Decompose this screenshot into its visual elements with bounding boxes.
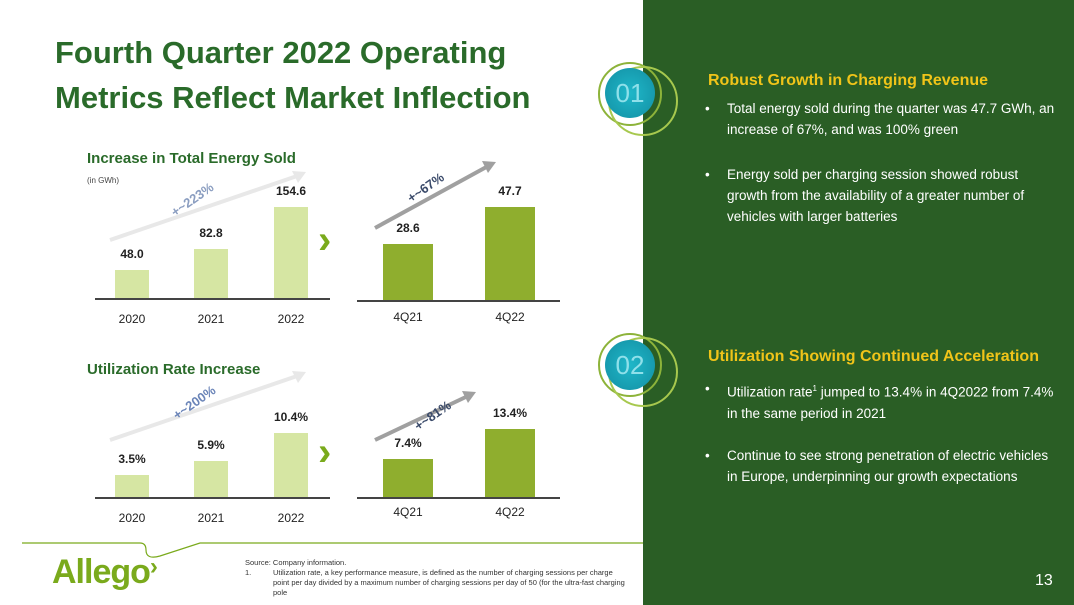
source-text: Source: Company information. [245, 558, 347, 567]
chart-title-energy: Increase in Total Energy Sold [87, 150, 296, 167]
highlights-panel [643, 0, 1074, 605]
bullet: Utilization rate1 jumped to 13.4% in 4Q2… [705, 378, 1060, 424]
category-label: 4Q22 [495, 505, 525, 519]
data-label: 28.6 [396, 221, 420, 236]
chart-title-utilization: Utilization Rate Increase [87, 361, 261, 378]
footnote: Source: Company information. 1. Utilizati… [245, 558, 625, 598]
section-badge-01: 01 [605, 68, 655, 118]
note-number: 1. [245, 568, 252, 577]
category-label: 4Q22 [495, 310, 525, 324]
growth-arrow [374, 391, 476, 442]
data-label: 48.0 [120, 246, 144, 261]
data-label: 13.4% [492, 406, 528, 421]
x-axis [95, 497, 330, 499]
chevron-right-icon: › [318, 218, 332, 262]
data-label: 3.5% [118, 452, 146, 467]
x-axis [357, 300, 560, 302]
section-heading-2: Utilization Showing Continued Accelerati… [708, 348, 1039, 365]
bar-2021 [194, 249, 228, 298]
data-label: 154.6 [275, 183, 307, 198]
growth-arrow [109, 171, 306, 242]
page-title: Fourth Quarter 2022 Operating Metrics Re… [55, 35, 531, 115]
bar-4Q22 [485, 429, 535, 497]
bar-2020 [115, 269, 149, 298]
category-label: 2022 [277, 511, 305, 525]
x-axis [357, 497, 560, 499]
category-label: 2021 [197, 312, 225, 326]
data-label: 5.9% [197, 437, 225, 452]
bullet: Energy sold per charging session showed … [705, 164, 1060, 227]
data-label: 47.7 [498, 183, 522, 198]
category-label: 2020 [118, 511, 146, 525]
category-label: 4Q21 [393, 505, 423, 519]
allego-logo: Allego› [52, 553, 158, 591]
category-label: 2022 [277, 312, 305, 326]
category-label: 2021 [197, 511, 225, 525]
chevron-right-icon: › [318, 430, 332, 474]
bar-2022 [274, 433, 308, 497]
bar-4Q21 [383, 459, 433, 497]
section-heading-1: Robust Growth in Charging Revenue [708, 72, 989, 89]
category-label: 4Q21 [393, 310, 423, 324]
bar-4Q22 [485, 206, 535, 300]
data-label: 10.4% [273, 410, 309, 425]
bullet: Continue to see strong penetration of el… [705, 445, 1060, 487]
section-badge-02: 02 [605, 340, 655, 390]
x-axis [95, 298, 330, 300]
footer-divider [22, 542, 645, 558]
bar-2021 [194, 460, 228, 497]
page-number: 13 [1035, 572, 1053, 589]
bullet: Total energy sold during the quarter was… [705, 98, 1060, 140]
bar-2020 [115, 475, 149, 497]
data-label: 82.8 [199, 226, 223, 241]
growth-arrow [374, 161, 496, 230]
category-label: 2020 [118, 312, 146, 326]
data-label: 7.4% [394, 436, 422, 451]
chart-unit: (in GWh) [87, 176, 119, 185]
bar-2022 [274, 206, 308, 298]
growth-arrow [109, 371, 306, 442]
note-text: Utilization rate, a key performance meas… [273, 568, 625, 597]
bar-4Q21 [383, 244, 433, 300]
